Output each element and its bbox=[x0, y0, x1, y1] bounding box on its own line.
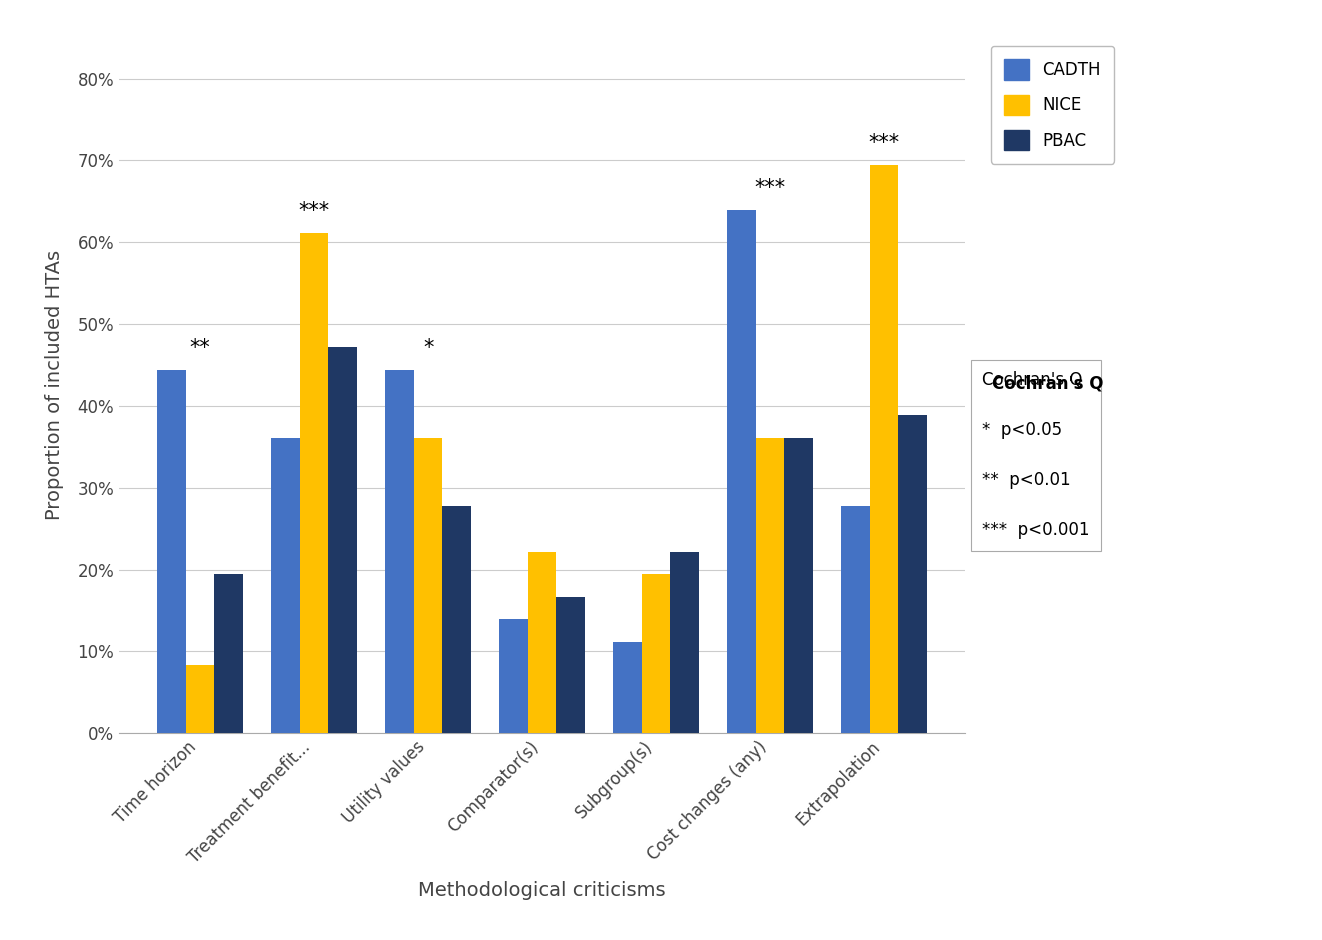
Bar bbox=[500, 619, 527, 733]
Text: **: ** bbox=[190, 337, 210, 357]
Bar bbox=[784, 438, 813, 733]
Bar bbox=[527, 552, 557, 733]
Text: Cochran's Q: Cochran's Q bbox=[992, 375, 1104, 393]
Text: ***: *** bbox=[299, 201, 329, 221]
Bar bbox=[414, 438, 443, 733]
Bar bbox=[841, 506, 870, 733]
Bar bbox=[271, 438, 300, 733]
Bar bbox=[157, 369, 186, 733]
X-axis label: Methodological criticisms: Methodological criticisms bbox=[418, 881, 666, 900]
Y-axis label: Proportion of included HTAs: Proportion of included HTAs bbox=[45, 250, 63, 521]
Text: ***: *** bbox=[755, 178, 785, 198]
Bar bbox=[870, 165, 898, 733]
Bar bbox=[727, 211, 756, 733]
Bar bbox=[641, 574, 670, 733]
Bar bbox=[443, 506, 471, 733]
Bar bbox=[898, 415, 927, 733]
Legend: CADTH, NICE, PBAC: CADTH, NICE, PBAC bbox=[990, 46, 1113, 164]
Bar bbox=[186, 666, 214, 733]
Text: *: * bbox=[423, 337, 434, 357]
Bar bbox=[214, 574, 243, 733]
Text: Cochran's Q

*  p<0.05

**  p<0.01

***  p<0.001: Cochran's Q * p<0.05 ** p<0.01 *** p<0.0… bbox=[982, 371, 1089, 540]
Bar bbox=[756, 438, 784, 733]
Bar bbox=[670, 552, 699, 733]
Text: ***: *** bbox=[869, 133, 899, 153]
Bar bbox=[300, 233, 328, 733]
Bar bbox=[613, 642, 641, 733]
Bar bbox=[328, 347, 357, 733]
Bar bbox=[557, 597, 584, 733]
Bar bbox=[385, 369, 414, 733]
